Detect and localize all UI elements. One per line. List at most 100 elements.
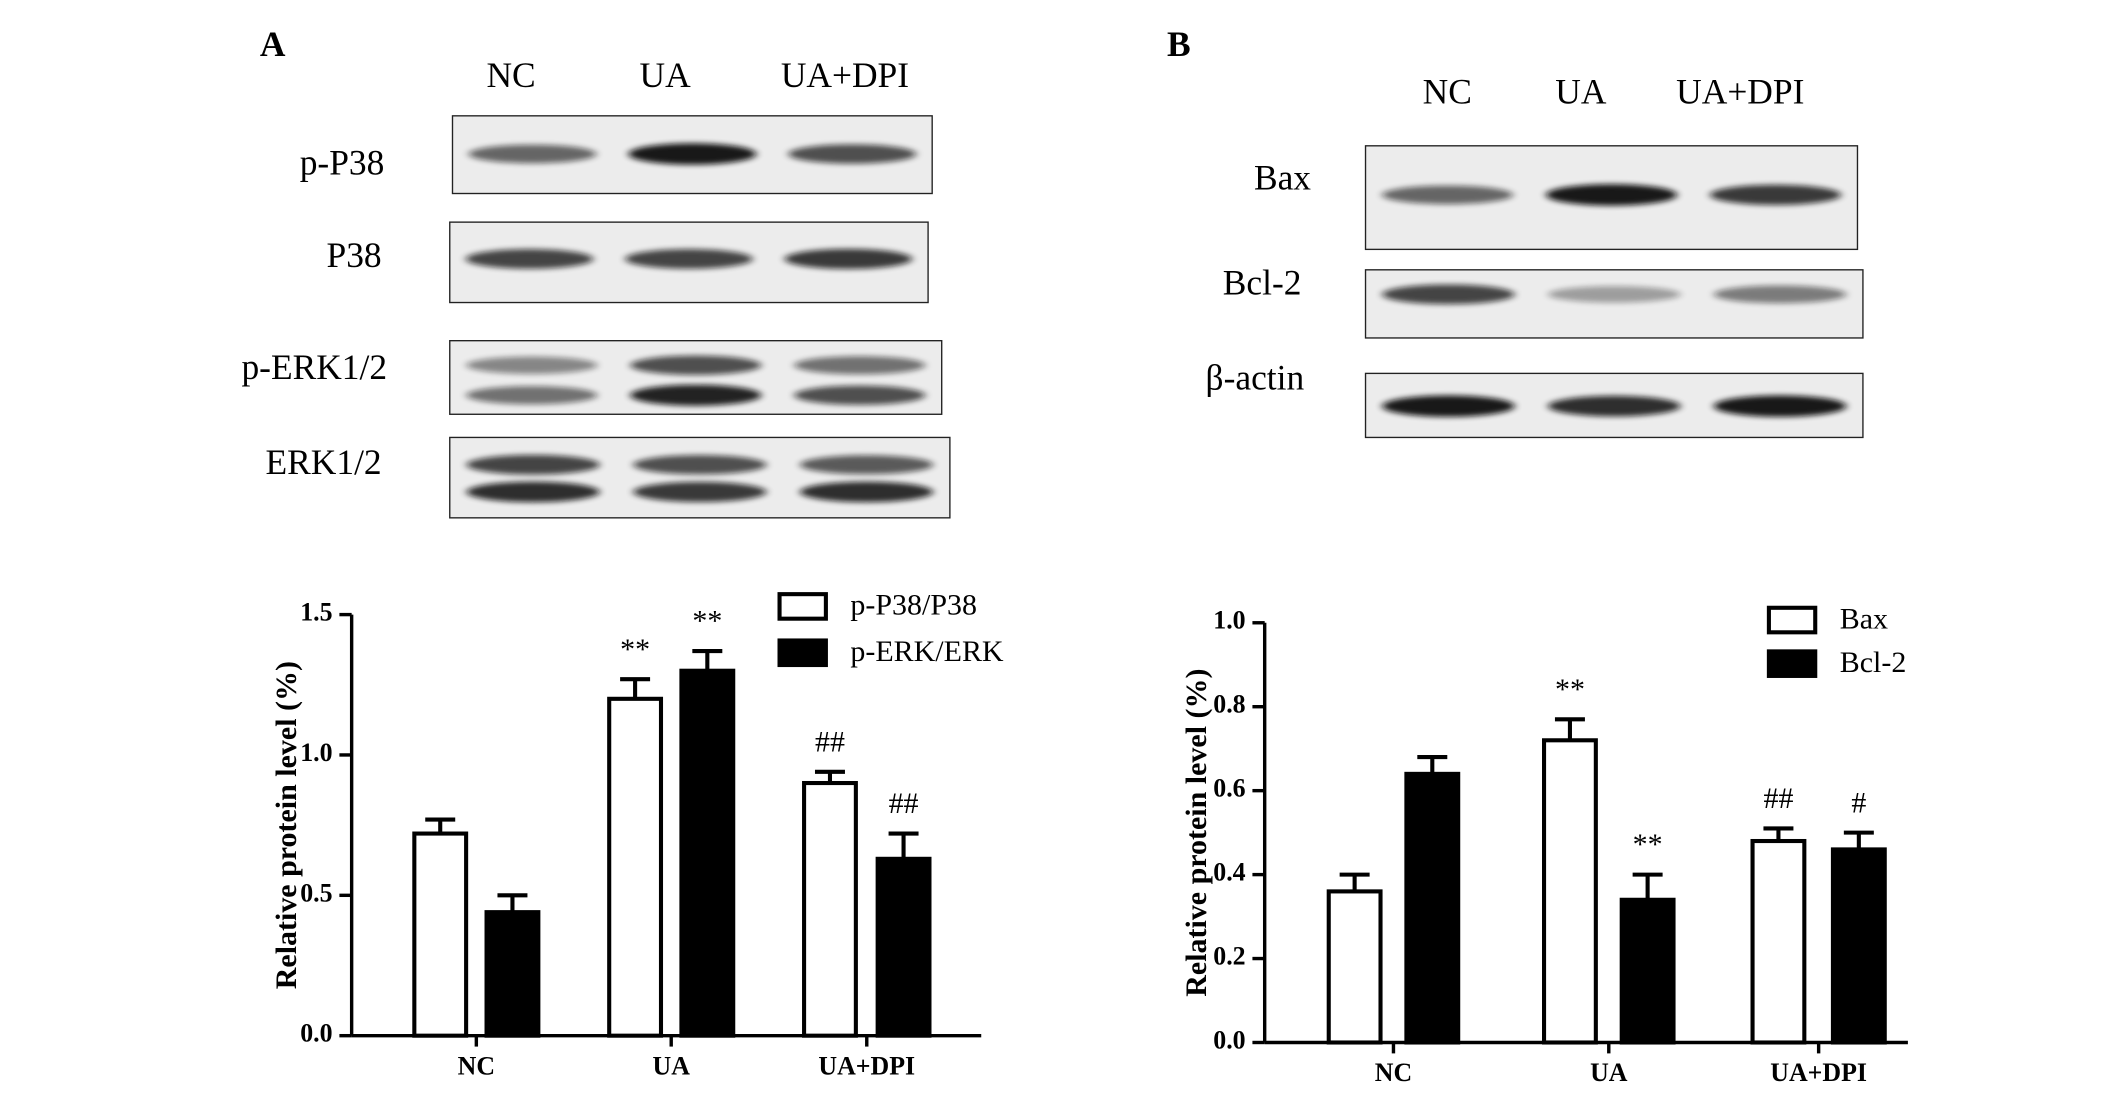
blot-band <box>468 144 597 164</box>
annotation: # <box>1851 786 1866 819</box>
row-label: p-ERK1/2 <box>241 347 387 387</box>
bar <box>607 696 664 1038</box>
annotation: ** <box>1555 673 1585 706</box>
error-bar <box>1339 872 1370 892</box>
error-bar <box>692 649 723 671</box>
y-tick-label: 1.0 <box>300 738 332 767</box>
blot-band <box>788 144 917 164</box>
y-tick-label: 0.0 <box>1213 1025 1245 1054</box>
blot-band <box>633 481 767 503</box>
panel-letter: B <box>1167 24 1191 64</box>
x-tick-label: UA+DPI <box>818 1051 915 1080</box>
legend-swatch <box>1766 605 1818 635</box>
blot-band <box>628 143 757 165</box>
bar <box>412 831 469 1038</box>
x-tick-label: NC <box>458 1051 495 1080</box>
blot-band <box>625 249 753 269</box>
blot-band <box>1709 184 1842 205</box>
annotation: ## <box>889 787 919 820</box>
error-bar <box>1632 872 1663 900</box>
annotation: ** <box>1633 828 1663 861</box>
annotation: ** <box>620 633 650 666</box>
legend-swatch <box>1766 649 1818 678</box>
blot-band <box>799 481 934 503</box>
y-tick-label: 0.6 <box>1213 774 1245 803</box>
row-label: Bcl-2 <box>1223 262 1302 302</box>
bar <box>802 780 858 1038</box>
bar <box>679 668 736 1038</box>
y-axis-label: Relative protein level (%) <box>1180 669 1213 997</box>
lane-label: UA+DPI <box>1676 72 1804 112</box>
error-bar <box>620 677 651 699</box>
lane-label: NC <box>1423 72 1472 112</box>
lane-label: NC <box>486 55 535 95</box>
annotation: ## <box>815 725 845 758</box>
legend-swatch <box>777 592 828 621</box>
bar <box>1830 847 1887 1045</box>
blot-band <box>1382 284 1515 305</box>
blot-band <box>633 455 767 475</box>
blot-band <box>466 386 598 405</box>
annotation: ## <box>1763 782 1793 815</box>
y-tick-label: 1.0 <box>1213 606 1245 635</box>
bar <box>875 856 932 1038</box>
blot-band <box>1381 185 1514 205</box>
y-tick-label: 0.0 <box>300 1019 332 1048</box>
blot-band <box>794 385 926 405</box>
x-tick-label: NC <box>1375 1058 1412 1087</box>
lane-label: UA <box>1555 72 1607 112</box>
annotation: ** <box>692 605 722 638</box>
error-bar <box>1554 717 1585 741</box>
blot-band <box>466 481 600 503</box>
y-axis-label: Relative protein level (%) <box>270 661 303 989</box>
blot-band <box>1382 395 1515 417</box>
error-bar <box>497 893 528 913</box>
blot-band <box>794 356 926 375</box>
legend-swatch <box>777 638 828 668</box>
blot-band <box>630 384 762 406</box>
blot-band <box>465 249 594 269</box>
error-bar <box>1843 830 1874 850</box>
lane-label: UA+DPI <box>781 55 909 95</box>
blot-band <box>784 248 913 270</box>
blot-band <box>799 455 934 475</box>
blot-band <box>1713 285 1847 304</box>
y-tick-label: 0.5 <box>300 878 332 907</box>
row-label: p-P38 <box>300 142 385 182</box>
error-bar <box>1417 755 1448 774</box>
bar <box>1326 889 1383 1045</box>
bar <box>1404 771 1461 1045</box>
blot-band <box>1547 395 1681 417</box>
blot-band <box>466 454 600 475</box>
y-tick-label: 0.8 <box>1213 690 1245 719</box>
legend-label: p-ERK/ERK <box>850 635 1004 668</box>
bar <box>484 910 541 1038</box>
y-tick-label: 0.4 <box>1213 858 1245 887</box>
error-bar <box>1763 826 1794 842</box>
bar <box>1619 897 1676 1045</box>
blot-band <box>630 355 762 375</box>
lane-label: UA <box>639 55 691 95</box>
legend-label: p-P38/P38 <box>850 589 977 622</box>
x-tick-label: UA+DPI <box>1770 1058 1867 1087</box>
row-label: ERK1/2 <box>266 442 382 482</box>
error-bar <box>425 817 456 834</box>
blot-band <box>1547 286 1681 303</box>
panel-letter: A <box>260 24 286 64</box>
bar <box>1750 838 1807 1045</box>
y-tick-label: 0.2 <box>1213 941 1245 970</box>
error-bar <box>888 831 919 859</box>
blot-band <box>1713 395 1847 417</box>
row-label: Bax <box>1254 157 1311 197</box>
blot-band <box>466 356 598 374</box>
blot-frame <box>449 436 951 519</box>
row-label: β-actin <box>1206 358 1305 398</box>
bar <box>1542 738 1598 1045</box>
x-tick-label: UA <box>1590 1058 1628 1087</box>
x-tick-label: UA <box>653 1051 691 1080</box>
legend-label: Bcl-2 <box>1840 646 1907 679</box>
legend-label: Bax <box>1840 602 1888 635</box>
row-label: P38 <box>327 235 382 275</box>
blot-band <box>1545 184 1678 206</box>
